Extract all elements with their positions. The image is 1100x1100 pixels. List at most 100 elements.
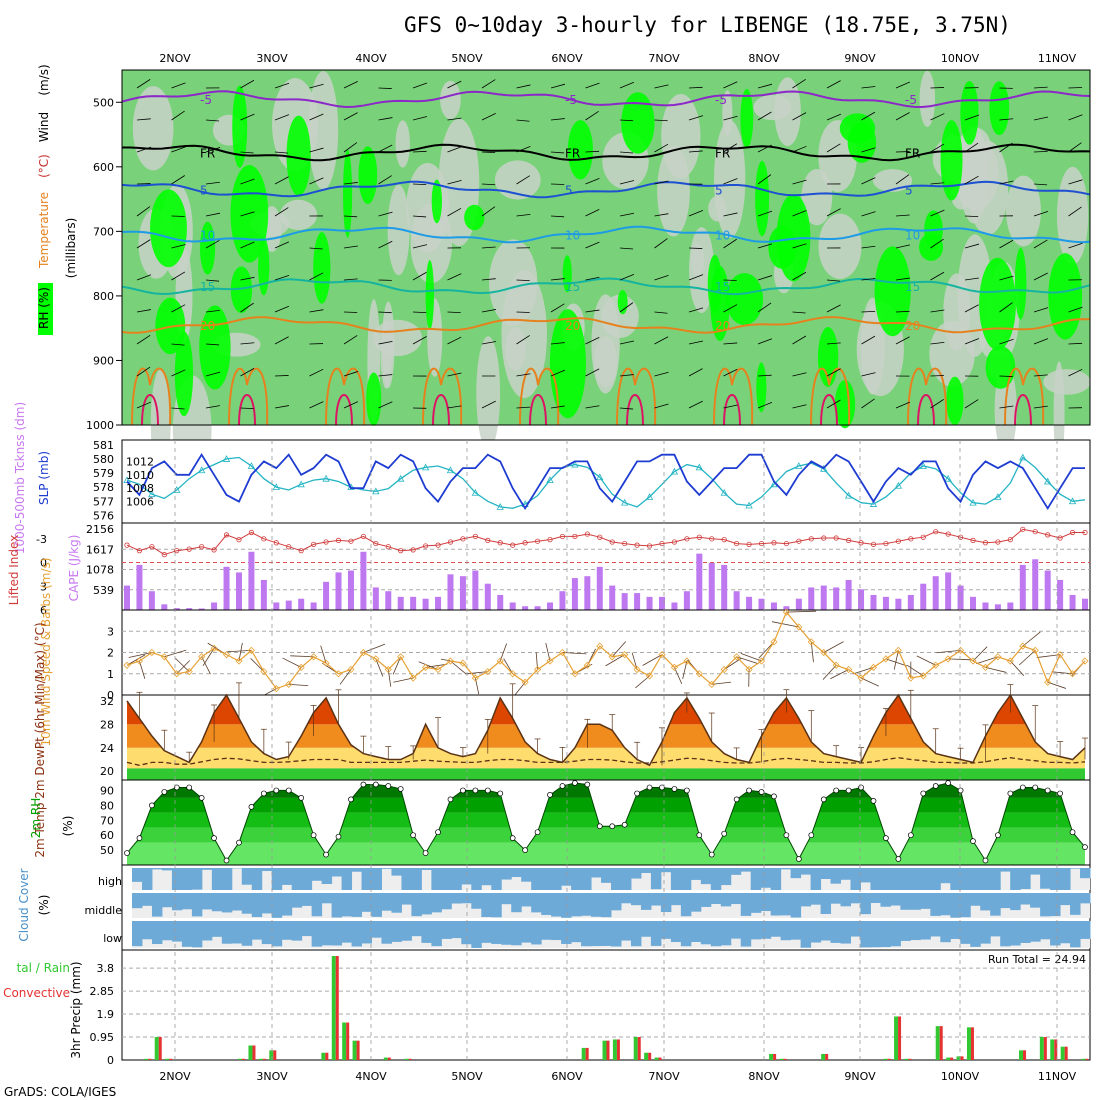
cloud-cell bbox=[311, 921, 323, 947]
wind-barb bbox=[1033, 86, 1048, 89]
cloud-cell bbox=[411, 893, 422, 917]
cloud-cell bbox=[820, 893, 832, 914]
cape-bar bbox=[198, 608, 205, 610]
rh-point bbox=[497, 790, 504, 797]
rh-dry-patch bbox=[440, 80, 461, 120]
precip-convective-bar bbox=[960, 1056, 964, 1060]
10m-wind-barb bbox=[711, 681, 732, 685]
precip-total-bar bbox=[966, 1027, 971, 1060]
rh-point bbox=[870, 798, 877, 804]
wind-speed-point bbox=[285, 680, 293, 688]
cloud-cell bbox=[940, 868, 951, 884]
rh-point bbox=[534, 829, 541, 836]
cloud-cell bbox=[850, 921, 861, 937]
cape-bar bbox=[982, 602, 989, 610]
cape-axis-label: CAPE (J/kg) bbox=[67, 535, 81, 602]
wind-barb bbox=[585, 241, 600, 249]
precip-total-bar bbox=[633, 1037, 638, 1060]
cloud-cell bbox=[371, 921, 382, 938]
cloud-cell bbox=[271, 921, 283, 947]
cloud-cell bbox=[331, 868, 343, 877]
rh-point bbox=[261, 790, 267, 797]
wind-barb bbox=[171, 407, 185, 410]
wind-barb bbox=[757, 111, 772, 121]
thickness-point bbox=[695, 463, 703, 471]
cloud-cell bbox=[760, 868, 772, 888]
li-point bbox=[846, 537, 852, 544]
wind-speed-point bbox=[621, 651, 629, 659]
wind-barb bbox=[240, 368, 255, 377]
wind-barb bbox=[240, 407, 254, 410]
slp-tick-label: 1012 bbox=[126, 455, 154, 468]
wind-barb bbox=[930, 143, 945, 153]
cloud-cell bbox=[241, 921, 253, 946]
cloud-cell bbox=[730, 893, 742, 905]
10m-wind-barb bbox=[393, 677, 414, 683]
wind-barb bbox=[826, 304, 841, 313]
rh-point bbox=[547, 792, 553, 798]
10m-wind-barb bbox=[635, 675, 650, 689]
wind-barb bbox=[688, 340, 704, 345]
cape-bar bbox=[571, 578, 578, 610]
rh-point bbox=[771, 793, 777, 800]
wind-speed-point bbox=[807, 638, 815, 646]
li-point bbox=[223, 532, 230, 538]
wind-barb bbox=[516, 335, 530, 345]
precip-total-bar bbox=[779, 1058, 784, 1060]
thickness-point bbox=[869, 500, 878, 507]
cloud-cell bbox=[571, 868, 582, 890]
wind-barb bbox=[964, 304, 979, 313]
wind-barb bbox=[274, 176, 289, 185]
thickness-point bbox=[197, 466, 206, 474]
wind-barb bbox=[895, 81, 911, 89]
rh-point bbox=[596, 823, 603, 830]
cape-bar bbox=[746, 596, 753, 610]
cape-bar bbox=[173, 608, 180, 610]
wind-barb bbox=[723, 404, 738, 409]
rh-moist-patch bbox=[286, 115, 311, 196]
wind-barb bbox=[274, 336, 289, 345]
cloud-cell bbox=[191, 921, 203, 948]
precip-convective-bar bbox=[262, 1058, 266, 1060]
cloud-cell bbox=[301, 921, 313, 937]
rh-dry-patch bbox=[657, 146, 690, 237]
precip-convective-bar bbox=[1023, 1050, 1027, 1060]
rh-point bbox=[858, 784, 864, 791]
cloud-cell bbox=[361, 921, 372, 944]
cape-bar bbox=[547, 602, 554, 610]
li-point bbox=[323, 539, 329, 545]
rh-point bbox=[397, 786, 404, 792]
cloud-cell bbox=[760, 921, 772, 939]
slp-tick-label: 1010 bbox=[126, 469, 154, 482]
li-point bbox=[547, 537, 553, 543]
wind-barb bbox=[861, 111, 876, 121]
rh-dry-patch bbox=[1057, 166, 1089, 265]
cape-bar bbox=[497, 594, 504, 610]
cloud-cell bbox=[880, 921, 891, 948]
wind-barb bbox=[240, 241, 255, 249]
cloud-cell bbox=[571, 893, 582, 917]
wind-barb bbox=[895, 310, 910, 313]
wind-barb bbox=[136, 146, 152, 153]
cloud-cell bbox=[790, 868, 802, 879]
wind-barb bbox=[240, 79, 255, 89]
wind-barb bbox=[378, 117, 393, 121]
thickness-point bbox=[596, 473, 604, 481]
cloud-cell bbox=[660, 868, 672, 873]
cloud-cell bbox=[940, 921, 951, 943]
wind-barb bbox=[792, 372, 807, 377]
precip-total-bar bbox=[352, 1040, 357, 1060]
isotherm-label: -5 bbox=[200, 93, 212, 107]
cloud-cell bbox=[471, 893, 482, 909]
cloud-cell bbox=[690, 893, 702, 912]
wind-barb bbox=[654, 143, 669, 153]
10m-wind-barb bbox=[936, 649, 961, 654]
cloud-cell bbox=[251, 921, 263, 940]
cloud-cell bbox=[371, 868, 382, 890]
isotherm-label: -5 bbox=[565, 93, 577, 107]
wind-barb bbox=[723, 115, 738, 121]
wind-barb bbox=[136, 79, 151, 89]
wind-speed-point bbox=[297, 663, 305, 671]
cloud-cell bbox=[281, 893, 293, 916]
temp-line bbox=[126, 693, 1086, 767]
